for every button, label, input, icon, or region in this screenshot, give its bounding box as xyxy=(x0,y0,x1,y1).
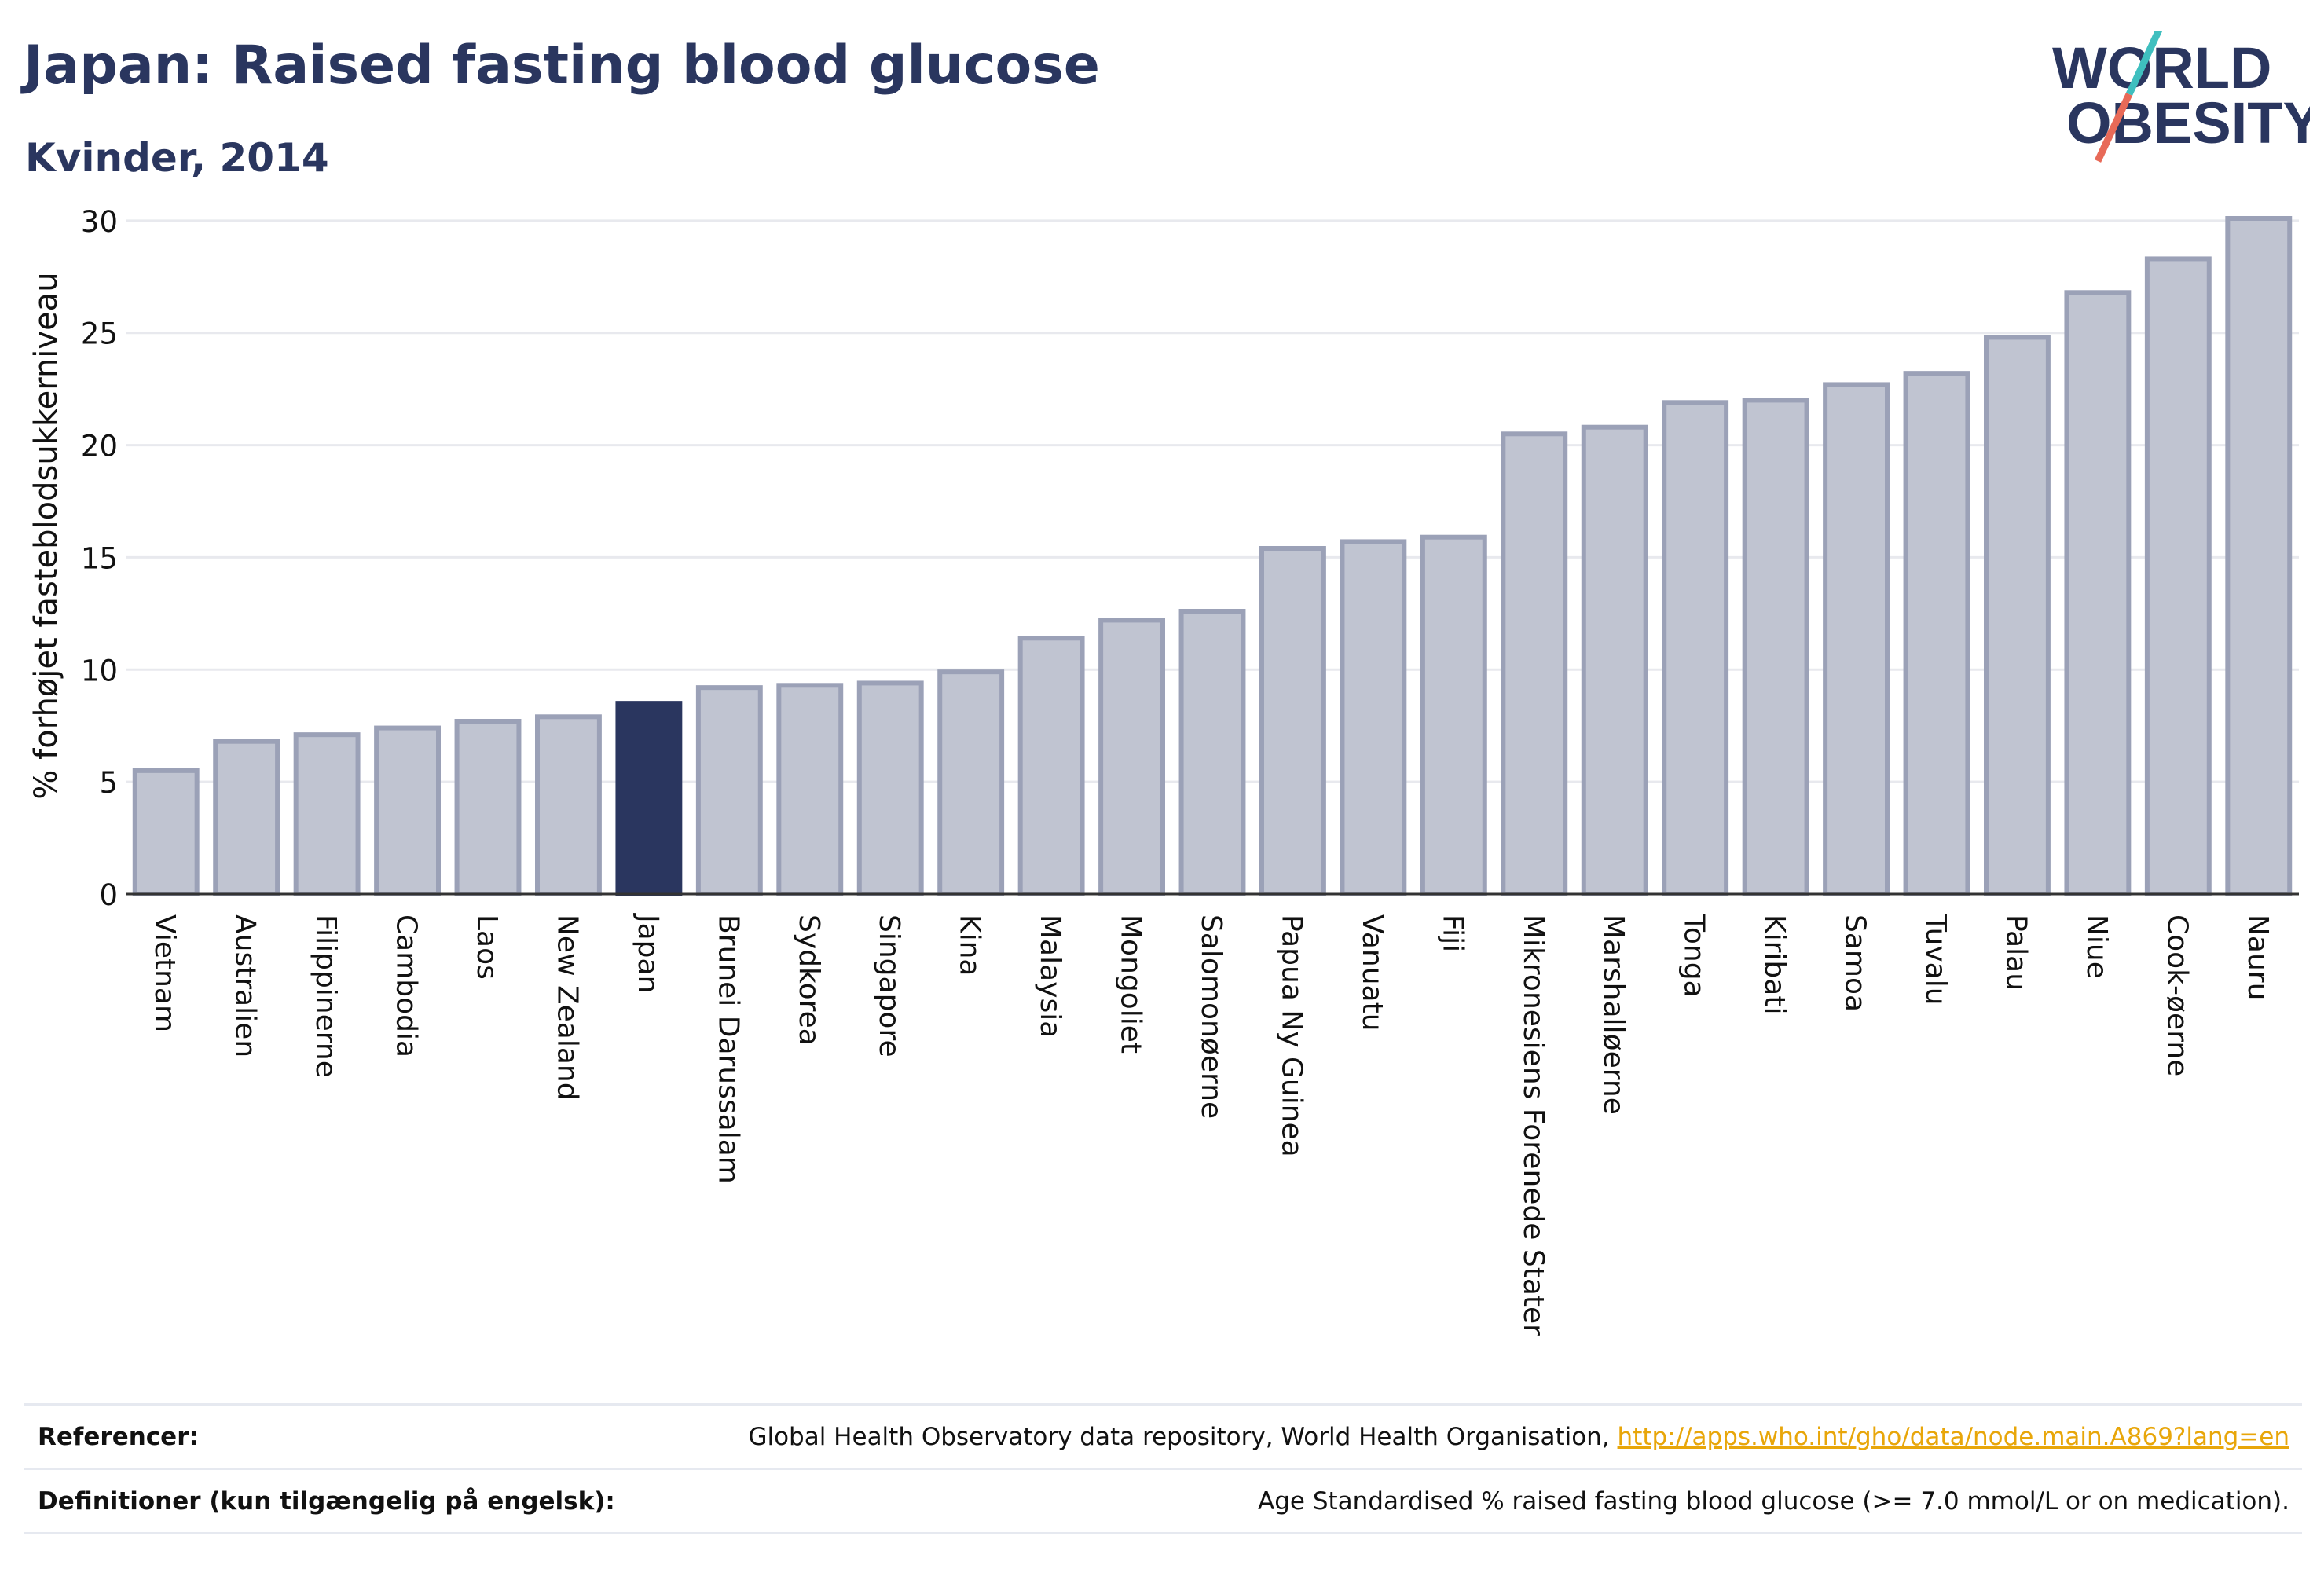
x-tick-label: Laos xyxy=(471,914,503,980)
y-axis-ticks: 0 5 10 15 20 25 30 xyxy=(81,205,118,912)
bar-tuvalu xyxy=(1903,371,1970,896)
x-tick-label: Kina xyxy=(954,914,986,977)
y-tick-label: 0 xyxy=(99,878,118,912)
chart-title: Japan: Raised fasting blood glucose xyxy=(24,35,1100,97)
x-tick-label: New Zealand xyxy=(551,914,583,1101)
bar-salomonøerne xyxy=(1178,609,1246,896)
definitions-label: Definitioner (kun tilgængelig på engelsk… xyxy=(38,1487,615,1516)
definitions-text: Age Standardised % raised fasting blood … xyxy=(1258,1487,2289,1516)
bar-brunei-darussalam xyxy=(695,685,763,897)
logo-line-world: WORLD xyxy=(2052,35,2272,101)
x-tick-label: Brunei Darussalam xyxy=(712,914,744,1184)
y-tick-label: 5 xyxy=(99,766,118,800)
references-value: Global Health Observatory data repositor… xyxy=(748,1423,2289,1451)
x-tick-label: Cambodia xyxy=(390,914,423,1057)
bar-japan xyxy=(615,701,683,897)
bar-kina xyxy=(937,669,1005,897)
logo-slash-teal xyxy=(2125,31,2163,96)
references-text: Global Health Observatory data repositor… xyxy=(748,1423,1610,1451)
x-tick-label: Malaysia xyxy=(1034,914,1066,1038)
bar-nauru xyxy=(2225,216,2293,896)
bar-marshalløerne xyxy=(1581,424,1648,896)
bar-laos xyxy=(454,719,522,896)
y-tick-label: 20 xyxy=(81,430,118,464)
x-tick-label: Mongoliet xyxy=(1115,914,1147,1054)
bar-samoa xyxy=(1823,382,1890,896)
bar-new-zealand xyxy=(535,714,602,896)
world-obesity-logo: WORLD OBESITY xyxy=(2052,31,2310,163)
bar-singapore xyxy=(856,680,924,897)
x-tick-label: Japan xyxy=(632,913,664,993)
x-tick-label: Tonga xyxy=(1678,914,1710,998)
y-tick-label: 15 xyxy=(81,541,118,575)
bar-tonga xyxy=(1662,400,1729,896)
x-tick-label: Mikronesiens Forenede Stater xyxy=(1517,914,1549,1336)
x-tick-label: Marshalløerne xyxy=(1597,914,1629,1115)
x-tick-label: Filippinerne xyxy=(310,914,342,1078)
x-tick-label: Salomonøerne xyxy=(1195,914,1227,1119)
x-tick-label: Cook-øerne xyxy=(2161,914,2193,1076)
footer-divider xyxy=(24,1532,2302,1534)
bar-fiji xyxy=(1420,534,1487,896)
bar-australien xyxy=(213,739,280,897)
bar-sydkorea xyxy=(776,683,844,896)
bar-vanuatu xyxy=(1340,539,1407,897)
logo-slash-coral xyxy=(2094,93,2133,163)
x-tick-label: Vanuatu xyxy=(1356,914,1388,1032)
x-tick-label: Niue xyxy=(2080,914,2113,979)
x-tick-label: Australien xyxy=(229,914,262,1057)
bar-mikronesiens-forenede-stater xyxy=(1501,431,1568,896)
bar-cook-øerne xyxy=(2144,256,2212,896)
y-tick-label: 25 xyxy=(81,317,118,351)
x-tick-label: Samoa xyxy=(1839,914,1871,1012)
x-tick-label: Vietnam xyxy=(148,914,181,1032)
y-tick-label: 10 xyxy=(81,654,118,687)
x-axis-labels: Vietnam Australien Filippinerne Cambodia Lao… xyxy=(148,913,2274,1336)
x-tick-label: Sydkorea xyxy=(793,914,825,1046)
bar-vietnam xyxy=(132,768,200,896)
x-tick-label: Palau xyxy=(2000,914,2032,991)
bar-papua-ny-guinea xyxy=(1259,546,1326,896)
definitions-row: Definitioner (kun tilgængelig på engelsk… xyxy=(24,1468,2302,1531)
bar-kiribati xyxy=(1742,398,1809,896)
bar-filippinerne xyxy=(293,732,361,897)
x-tick-label: Papua Ny Guinea xyxy=(1275,914,1307,1157)
bar-cambodia xyxy=(374,725,441,896)
bar-palau xyxy=(1984,335,2051,896)
bar-malaysia xyxy=(1017,636,1085,896)
x-tick-label: Tuvalu xyxy=(1919,914,1952,1006)
x-tick-label: Kiribati xyxy=(1758,914,1791,1014)
x-tick-label: Nauru xyxy=(2242,914,2274,1000)
bar-mongoliet xyxy=(1098,618,1165,897)
bar-niue xyxy=(2064,290,2132,896)
x-tick-label: Fiji xyxy=(1436,914,1468,952)
x-tick-label: Singapore xyxy=(873,914,905,1057)
references-label: Referencer: xyxy=(38,1423,199,1451)
y-axis-title: % forhøjet fasteblodsukkerniveau xyxy=(28,272,64,799)
references-row: Referencer: Global Health Observatory da… xyxy=(24,1403,2302,1467)
bar-chart: 0 5 10 15 20 25 30 Vietnam Australien Filippiner… xyxy=(28,205,2299,1336)
references-link[interactable]: http://apps.who.int/gho/data/node.main.A… xyxy=(1617,1423,2289,1451)
y-tick-label: 30 xyxy=(81,205,118,239)
chart-subtitle: Kvinder, 2014 xyxy=(25,135,329,181)
